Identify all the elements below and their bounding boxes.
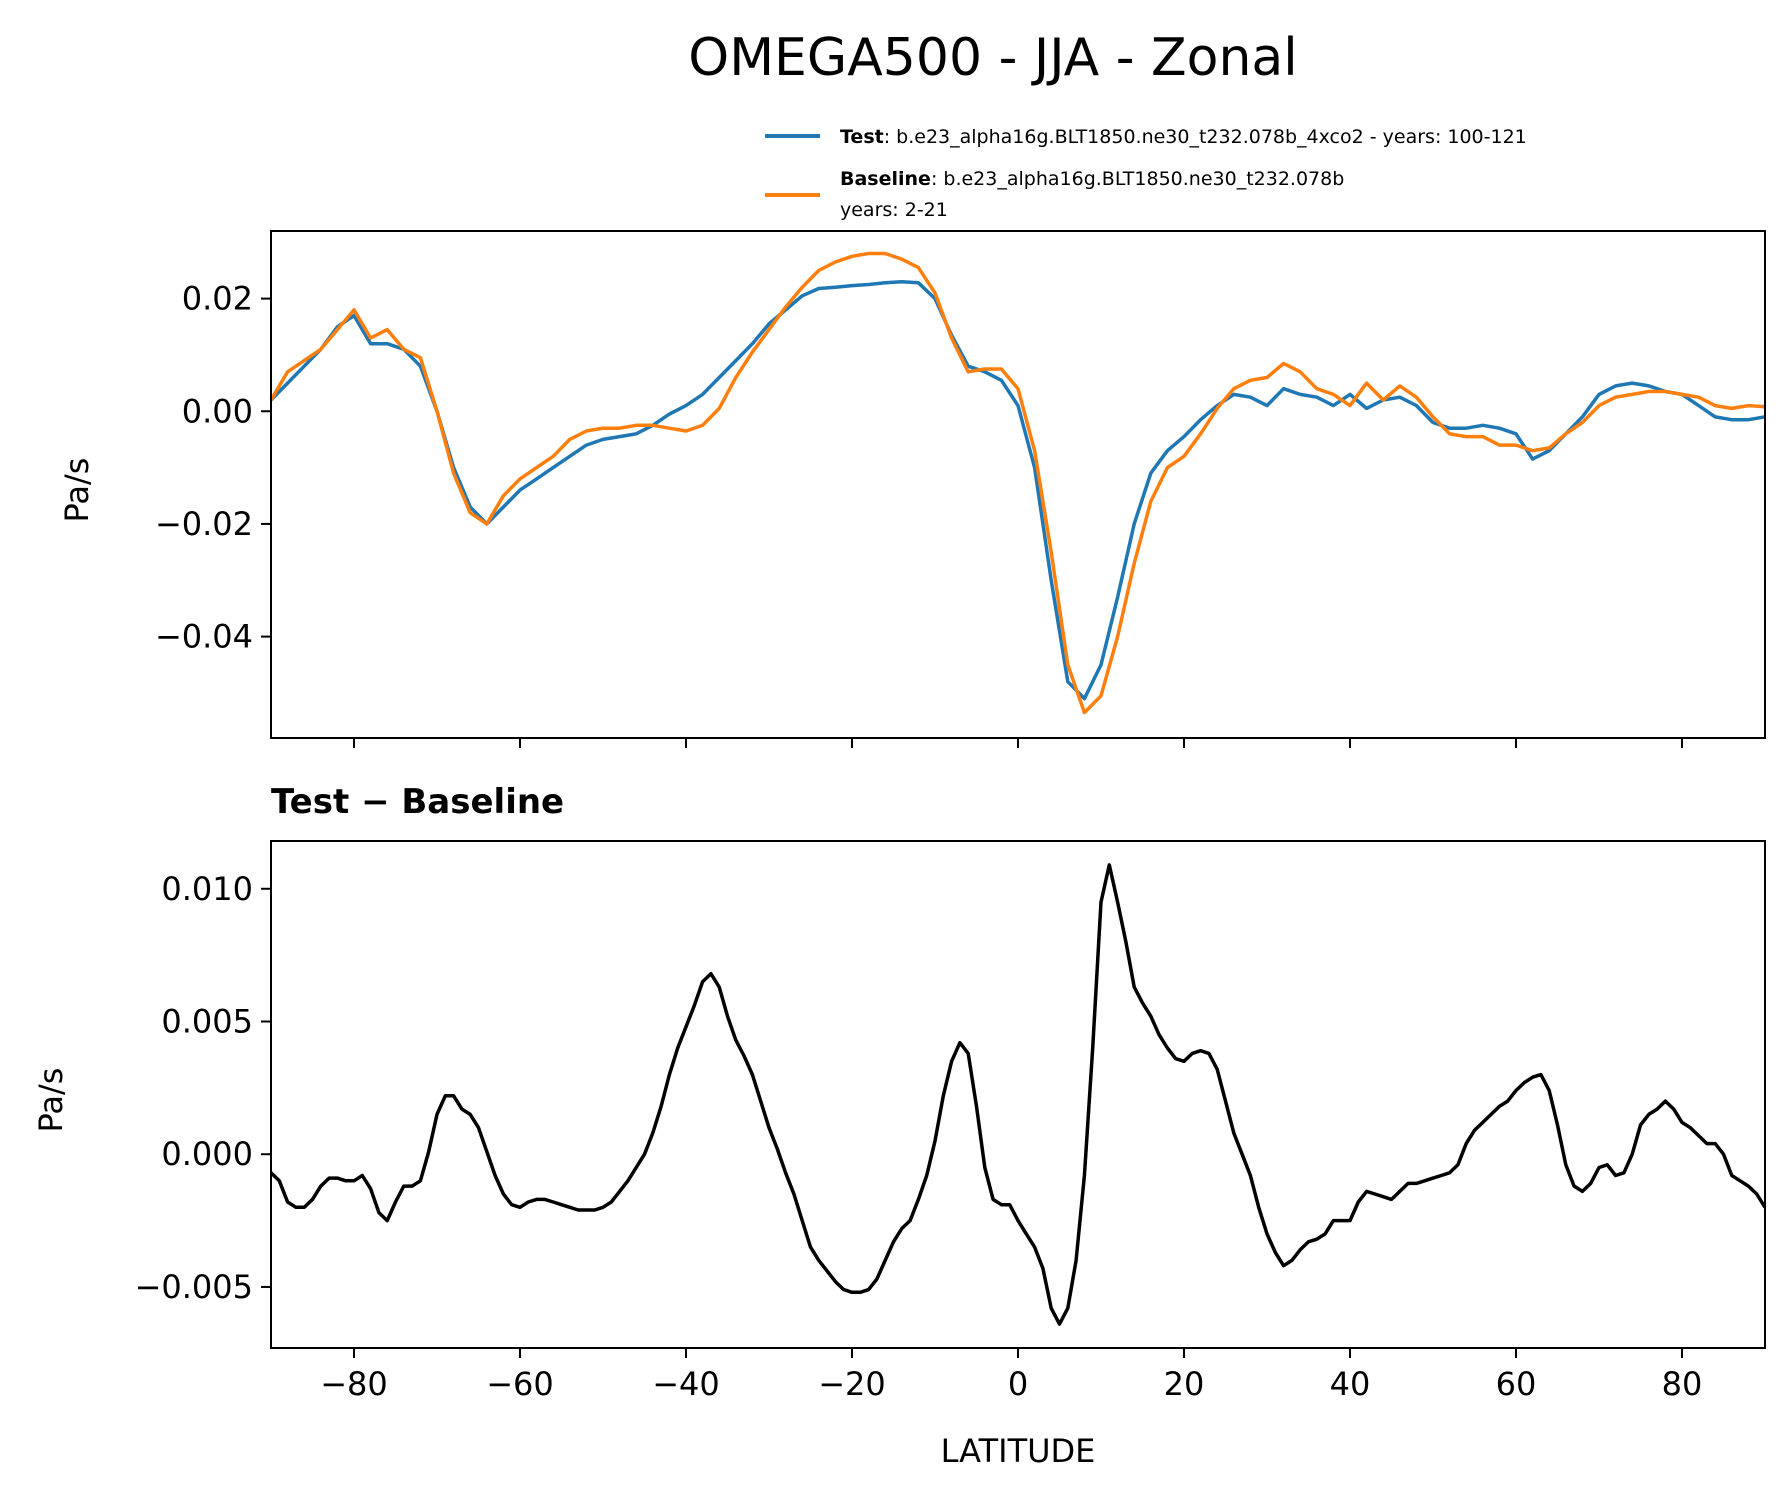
bottom-x-tick-label: 20 bbox=[1164, 1365, 1205, 1403]
bottom-x-tick-label: −40 bbox=[652, 1365, 720, 1403]
legend-test-label: Test: b.e23_alpha16g.BLT1850.ne30_t232.0… bbox=[840, 126, 1527, 148]
bottom-x-tick-label: 0 bbox=[1008, 1365, 1028, 1403]
bottom-panel: Test − Baseline 0.010 0.005 0.000 −0.005 −8… bbox=[32, 782, 1767, 1470]
bottom-series-line-test-baseline bbox=[269, 863, 1767, 1326]
top-series-line-baseline bbox=[269, 251, 1766, 715]
top-panel: 0.02 0.00 −0.02 −0.04 Pa/s bbox=[58, 230, 1766, 748]
bottom-plot-frame bbox=[270, 840, 1766, 1349]
bottom-x-tick-label: −60 bbox=[486, 1365, 554, 1403]
bottom-panel-title: Test − Baseline bbox=[271, 782, 564, 822]
bottom-series-group bbox=[269, 863, 1767, 1326]
legend-test-bold: Test bbox=[840, 126, 884, 148]
top-y-tick-label: 0.02 bbox=[182, 280, 253, 318]
bottom-y-tick-label: 0.005 bbox=[161, 1003, 253, 1041]
legend-baseline-years: years: 2-21 bbox=[840, 199, 948, 221]
bottom-x-tick-label: 80 bbox=[1662, 1365, 1703, 1403]
legend: Test: b.e23_alpha16g.BLT1850.ne30_t232.0… bbox=[765, 126, 1527, 221]
top-y-tick-label: −0.04 bbox=[155, 618, 253, 656]
top-y-tick-label: 0.00 bbox=[182, 392, 253, 430]
bottom-y-axis-label: Pa/s bbox=[32, 1068, 70, 1133]
legend-test-text: : b.e23_alpha16g.BLT1850.ne30_t232.078b_… bbox=[884, 126, 1527, 148]
top-x-ticks bbox=[353, 738, 1683, 748]
bottom-y-tick-label: 0.010 bbox=[161, 870, 253, 908]
bottom-x-tick-label: 60 bbox=[1496, 1365, 1537, 1403]
bottom-x-tick-label: −80 bbox=[320, 1365, 388, 1403]
top-y-tick-label: −0.02 bbox=[155, 505, 253, 543]
bottom-x-ticks: −80 −60 −40 −20 0 20 40 60 80 bbox=[320, 1348, 1702, 1403]
top-series-line-test bbox=[269, 279, 1766, 701]
top-plot-frame bbox=[270, 230, 1766, 739]
x-axis-label: LATITUDE bbox=[941, 1432, 1096, 1470]
bottom-y-tick-label: 0.000 bbox=[161, 1135, 253, 1173]
figure-title: OMEGA500 - JJA - Zonal bbox=[688, 28, 1297, 88]
legend-baseline-label: Baseline: b.e23_alpha16g.BLT1850.ne30_t2… bbox=[840, 168, 1344, 190]
bottom-y-tick-label: −0.005 bbox=[135, 1268, 253, 1306]
legend-baseline-bold: Baseline bbox=[840, 168, 931, 190]
top-y-ticks: 0.02 0.00 −0.02 −0.04 bbox=[155, 280, 271, 656]
bottom-x-tick-label: −20 bbox=[818, 1365, 886, 1403]
legend-baseline-text: : b.e23_alpha16g.BLT1850.ne30_t232.078b bbox=[931, 168, 1344, 190]
bottom-x-tick-label: 40 bbox=[1330, 1365, 1371, 1403]
top-y-axis-label: Pa/s bbox=[58, 458, 96, 523]
top-series-group bbox=[269, 251, 1766, 715]
bottom-y-ticks: 0.010 0.005 0.000 −0.005 bbox=[135, 870, 271, 1306]
